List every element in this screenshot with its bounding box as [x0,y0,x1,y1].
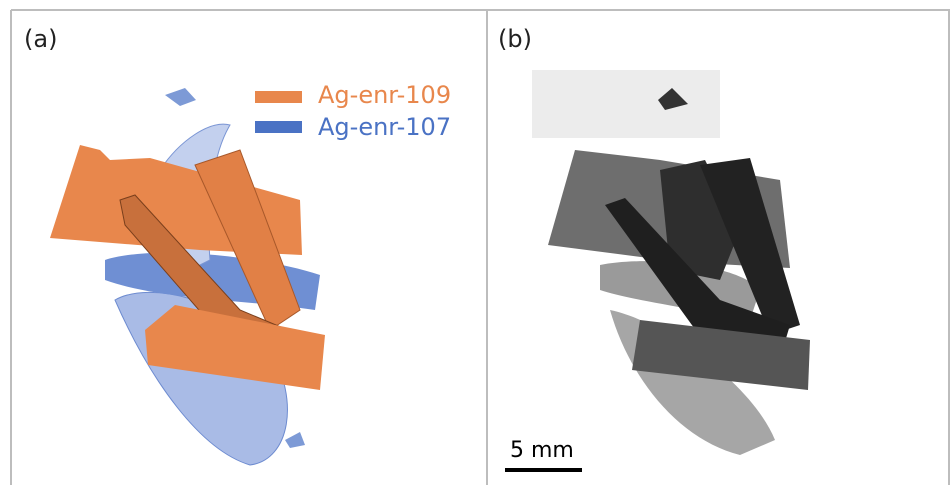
blue-fragment [285,432,305,448]
legend-label: Ag-enr-109 [318,81,451,109]
figure: (a) Ag-enr-109 Ag-enr-107 (b) 5 mm [0,0,951,485]
scale-bar-label: 5 mm [510,438,574,463]
panel-label: (a) [24,25,57,53]
panel-label: (b) [498,25,532,53]
panel-a-render [50,88,325,465]
panel-b-image [532,70,810,455]
blue-fragment [165,88,196,106]
page: {"panels": [ {"label": "(a)", "legend": … [0,0,951,485]
legend-label: Ag-enr-107 [318,113,451,141]
faint-region [532,70,720,138]
legend-swatch [255,91,302,103]
legend-swatch [255,121,302,133]
